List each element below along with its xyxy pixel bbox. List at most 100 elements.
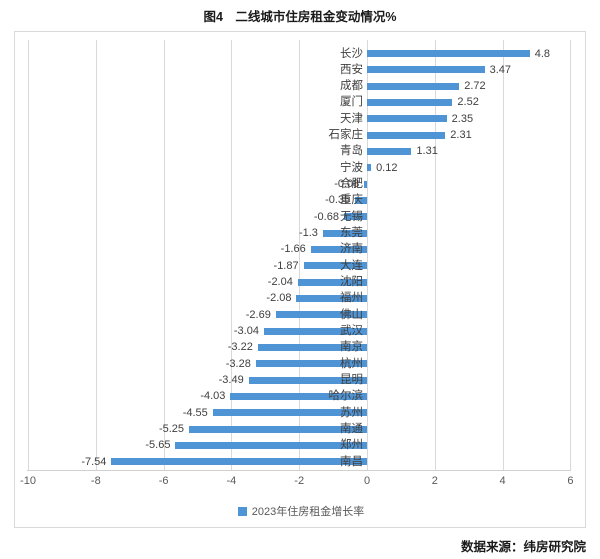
bar [296, 294, 367, 302]
value-label: -1.66 [280, 243, 306, 256]
category-label: 昆明 [340, 374, 363, 387]
bar [364, 180, 367, 188]
category-label: 沈阳 [340, 276, 363, 289]
bar [212, 409, 367, 417]
value-label: 3.47 [489, 63, 512, 76]
legend-label: 2023年住房租金增长率 [251, 506, 365, 518]
value-label: -3.28 [225, 357, 251, 370]
bar [255, 360, 367, 368]
category-label: 石家庄 [328, 129, 364, 142]
legend: 2023年住房租金增长率 [15, 503, 587, 519]
bar [367, 98, 453, 106]
bar [303, 262, 367, 270]
gridline [95, 40, 97, 470]
category-label: 青岛 [340, 145, 363, 158]
bar [175, 441, 367, 449]
chart-area: 长沙 4.8 西安 3.47 成都 2.72 厦门 2.52 天津 2.35 石家庄 2.31 青岛 1.… [14, 31, 586, 528]
bar [367, 50, 530, 57]
bar [367, 82, 460, 90]
category-label: 南昌 [340, 455, 363, 468]
gridline [231, 40, 233, 470]
value-label: -2.08 [266, 292, 292, 305]
category-label: 西安 [340, 63, 363, 76]
value-label: 4.8 [534, 47, 551, 60]
bar [367, 115, 447, 123]
value-label: -0.35 [325, 194, 351, 207]
value-label: -4.03 [200, 390, 226, 403]
x-tick-label: -4 [226, 475, 237, 487]
data-source-note: 数据来源：纬房研究院 [460, 540, 586, 554]
value-label: -7.54 [81, 455, 107, 468]
bar [189, 425, 367, 433]
x-tick-label: 0 [363, 475, 371, 487]
bar [111, 458, 367, 466]
category-label: 大连 [340, 259, 363, 272]
value-label: -2.04 [267, 276, 293, 289]
category-label: 哈尔滨 [328, 390, 364, 403]
bar [230, 392, 367, 400]
bar [355, 196, 367, 204]
category-label: 宁波 [340, 161, 363, 174]
value-label: -5.65 [145, 439, 171, 452]
value-label: -0.08 [334, 178, 360, 191]
bar [263, 327, 367, 335]
x-tick-label: -6 [158, 475, 169, 487]
category-label: 佛山 [340, 308, 363, 321]
category-label: 东莞 [340, 227, 363, 240]
category-label: 杭州 [340, 357, 363, 370]
category-label: 无锡 [340, 210, 363, 223]
bar [367, 66, 485, 74]
category-label: 武汉 [340, 325, 363, 338]
bar [322, 229, 367, 237]
bar [343, 213, 367, 221]
bar [257, 343, 367, 351]
value-label: -1.3 [298, 227, 318, 240]
value-label: -2.69 [245, 308, 271, 321]
value-label: -5.25 [158, 423, 185, 436]
value-label: -3.22 [227, 341, 253, 354]
bar [367, 164, 372, 172]
gridline [163, 40, 165, 470]
value-label: -4.55 [182, 406, 208, 419]
category-label: 长沙 [340, 47, 363, 60]
bar [297, 278, 367, 286]
x-tick-label: 4 [499, 475, 506, 487]
x-tick-label: 6 [567, 475, 574, 487]
category-label: 合肥 [340, 178, 363, 191]
x-tick-label: -8 [90, 475, 101, 487]
category-label: 苏州 [340, 406, 363, 419]
gridline [367, 40, 368, 470]
value-label: 2.72 [464, 80, 486, 93]
category-label: 南京 [340, 341, 363, 354]
value-label: 2.31 [450, 129, 472, 142]
x-axis-line [27, 470, 571, 471]
plot-area: 长沙 4.8 西安 3.47 成都 2.72 厦门 2.52 天津 2.35 石家庄 2.31 青岛 1.… [15, 32, 587, 529]
category-label: 成都 [340, 80, 363, 93]
legend-swatch-icon [237, 506, 247, 516]
category-label: 重庆 [340, 194, 363, 207]
bar [310, 245, 367, 253]
gridline [299, 40, 301, 470]
bar [248, 376, 367, 384]
value-label: -1.87 [273, 259, 299, 272]
value-label: 2.35 [451, 112, 474, 125]
x-tick-label: 2 [431, 475, 438, 487]
x-tick-label: -10 [20, 475, 36, 487]
value-label: -3.49 [218, 374, 244, 387]
value-label: 0.12 [376, 161, 398, 174]
bar [367, 131, 446, 139]
category-label: 厦门 [340, 96, 363, 109]
gridline [434, 40, 436, 470]
category-label: 天津 [340, 112, 363, 125]
category-label: 郑州 [340, 439, 363, 452]
gridline [502, 40, 504, 470]
x-tick-label: -2 [294, 475, 305, 487]
bar [367, 147, 412, 155]
value-label: 1.31 [416, 145, 438, 158]
category-label: 济南 [340, 243, 363, 256]
value-label: -3.04 [233, 325, 259, 338]
value-label: 2.52 [457, 96, 479, 109]
gridline [570, 40, 572, 470]
bar [275, 311, 367, 319]
category-label: 福州 [340, 292, 363, 305]
